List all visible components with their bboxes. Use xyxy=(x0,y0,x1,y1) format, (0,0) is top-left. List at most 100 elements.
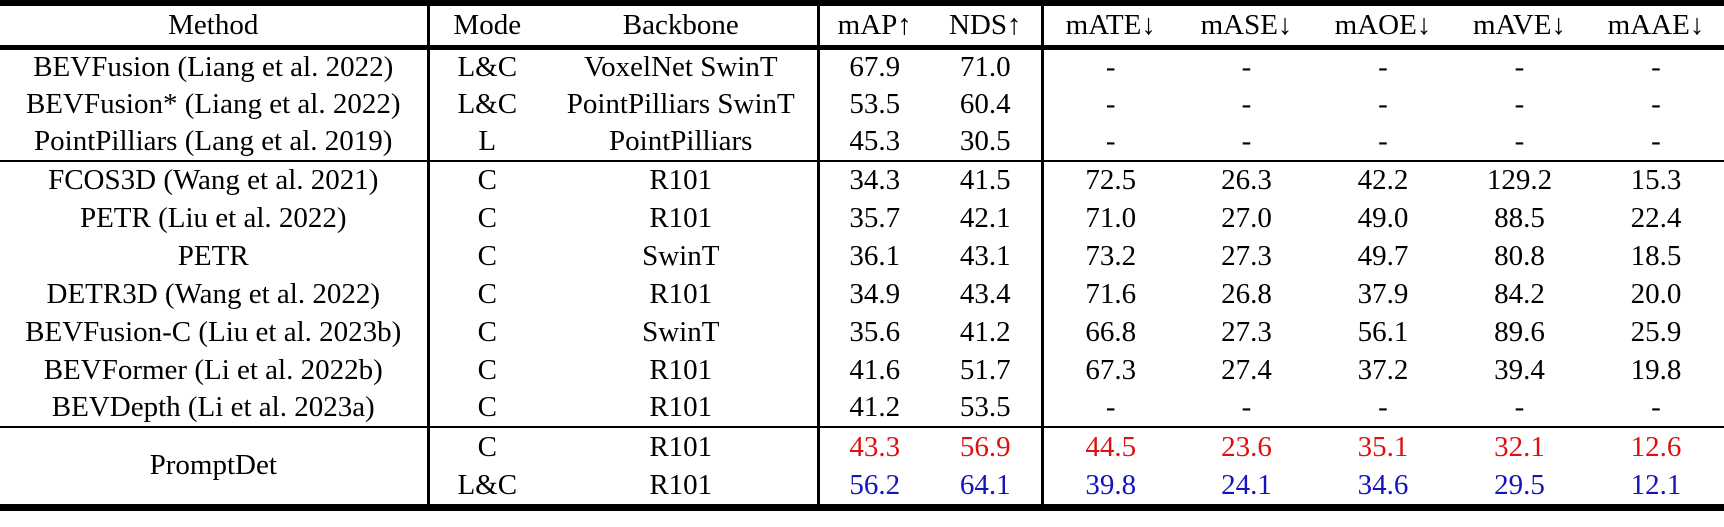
column-header-mave: mAVE↓ xyxy=(1451,3,1588,50)
cell-backbone: R101 xyxy=(545,351,820,389)
column-header-mase: mASE↓ xyxy=(1178,3,1315,50)
cell-map: 56.2 xyxy=(849,468,901,501)
cell-mave: 129.2 xyxy=(1451,160,1588,199)
cell-mate: 39.8 xyxy=(1085,468,1137,501)
cell-maoe: 34.6 xyxy=(1357,468,1409,501)
cell-method: BEVDepth (Li et al. 2023a) xyxy=(0,389,430,427)
cell-mode: C xyxy=(477,391,497,423)
column-header-maoe: mAOE↓ xyxy=(1315,3,1451,50)
cell-nds: 41.5 xyxy=(930,160,1044,199)
cell-mase: 26.8 xyxy=(1221,277,1272,310)
cell-mate: - xyxy=(1105,125,1116,157)
column-header-method: Method xyxy=(0,3,430,50)
cell-maoe: - xyxy=(1378,391,1388,423)
cell-backbone: R101 xyxy=(545,467,820,507)
table-row: BEVFusion (Liang et al. 2022) L&C VoxelNet… xyxy=(0,47,1724,85)
cell-mave: - xyxy=(1514,50,1525,83)
cell-maae: - xyxy=(1651,87,1661,120)
column-header-mode: Mode xyxy=(428,3,545,50)
column-header-nds: NDS↑ xyxy=(930,3,1044,50)
table-row: FCOS3D (Wang et al. 2021) C R101 34.3 41.5 72… xyxy=(0,160,1724,199)
cell-mate: 71.0 xyxy=(1085,201,1137,234)
cell-method: BEVFusion-C (Liu et al. 2023b) xyxy=(0,313,430,351)
cell-maoe: 42.2 xyxy=(1315,160,1451,199)
cell-mase: 23.6 xyxy=(1178,426,1315,467)
cell-nds: 42.1 xyxy=(930,199,1044,237)
cell-maoe: 37.9 xyxy=(1357,277,1409,310)
cell-mave: 29.5 xyxy=(1494,468,1545,501)
cell-mode: L&C xyxy=(457,50,518,83)
results-table: Method Mode Backbone mAP↑ NDS↑ mATE↓ mASE↓ mAOE… xyxy=(0,0,1724,511)
cell-map: 34.9 xyxy=(849,277,901,310)
cell-mase: 26.3 xyxy=(1178,160,1315,199)
cell-mode: L xyxy=(478,125,497,157)
cell-backbone: R101 xyxy=(545,160,820,199)
cell-backbone: SwinT xyxy=(545,313,820,351)
cell-mode: C xyxy=(428,160,545,199)
cell-maoe: - xyxy=(1378,87,1388,120)
cell-nds: 71.0 xyxy=(930,47,1044,85)
cell-method: PETR xyxy=(0,237,430,275)
cell-nds: 64.1 xyxy=(930,467,1044,507)
cell-mase: - xyxy=(1241,391,1252,423)
table-row: BEVFusion-C (Liu et al. 2023b) C SwinT 35.6… xyxy=(0,313,1724,351)
cell-nds: 41.2 xyxy=(930,313,1044,351)
table-header: Method Mode Backbone mAP↑ NDS↑ mATE↓ mASE↓ mAOE… xyxy=(0,3,1724,50)
cell-map: 34.3 xyxy=(818,160,930,199)
cell-mate: 72.5 xyxy=(1042,160,1178,199)
table-row: L&C R101 56.2 64.1 39.8 24.1 34.6 29.5 12.1 xyxy=(0,467,1724,507)
cell-method: PromptDet xyxy=(0,426,430,507)
cell-method: BEVFusion* (Liang et al. 2022) xyxy=(0,85,430,123)
cell-method: BEVFormer (Li et al. 2022b) xyxy=(0,351,430,389)
cell-mave: 89.6 xyxy=(1494,315,1545,348)
cell-mave: 88.5 xyxy=(1494,201,1545,234)
table-row: BEVFusion* (Liang et al. 2022) L&C PointPi… xyxy=(0,85,1724,123)
cell-maoe: 56.1 xyxy=(1357,315,1409,348)
cell-method: BEVFusion (Liang et al. 2022) xyxy=(0,47,430,85)
cell-maae: 20.0 xyxy=(1630,277,1682,310)
cell-maae: 12.6 xyxy=(1588,426,1724,467)
cell-mode: C xyxy=(477,201,497,234)
cell-maoe: 37.2 xyxy=(1357,353,1409,386)
cell-mode: C xyxy=(477,315,497,348)
column-header-backbone: Backbone xyxy=(545,3,820,50)
table-body: BEVFusion (Liang et al. 2022) L&C VoxelNet… xyxy=(0,47,1724,507)
cell-maae: - xyxy=(1651,50,1661,83)
cell-nds: 51.7 xyxy=(930,351,1044,389)
cell-map: 35.7 xyxy=(849,201,901,234)
cell-mase: - xyxy=(1241,87,1252,120)
cell-maae: 19.8 xyxy=(1630,353,1682,386)
cell-maae: 12.1 xyxy=(1630,468,1682,501)
cell-backbone: R101 xyxy=(545,275,820,313)
cell-mode: C xyxy=(477,239,497,272)
cell-method: DETR3D (Wang et al. 2022) xyxy=(0,275,430,313)
cell-mase: - xyxy=(1241,50,1252,83)
cell-backbone: SwinT xyxy=(545,237,820,275)
cell-maoe: - xyxy=(1378,50,1388,83)
cell-backbone: PointPilliars xyxy=(545,123,820,161)
cell-maoe: 49.0 xyxy=(1357,201,1409,234)
cell-map: 67.9 xyxy=(849,50,901,83)
column-header-mate: mATE↓ xyxy=(1042,3,1178,50)
table-row: PointPilliars (Lang et al. 2019) L PointPi… xyxy=(0,123,1724,161)
cell-method: PointPilliars (Lang et al. 2019) xyxy=(0,123,430,161)
cell-nds: 30.5 xyxy=(930,123,1044,161)
cell-backbone: PointPilliars SwinT xyxy=(545,85,820,123)
cell-maae: 15.3 xyxy=(1588,160,1724,199)
cell-backbone: R101 xyxy=(545,426,820,467)
cell-map: 36.1 xyxy=(849,239,901,272)
cell-mase: 27.3 xyxy=(1221,239,1272,272)
cell-mate: 73.2 xyxy=(1085,239,1137,272)
cell-mave: 80.8 xyxy=(1494,239,1545,272)
cell-mate: - xyxy=(1105,87,1116,120)
cell-maoe: - xyxy=(1378,125,1388,157)
cell-maae: - xyxy=(1651,125,1661,157)
table-row: BEVDepth (Li et al. 2023a) C R101 41.2 53.5 -… xyxy=(0,389,1724,427)
table-row: DETR3D (Wang et al. 2022) C R101 34.9 43.4 71… xyxy=(0,275,1724,313)
cell-maae: 25.9 xyxy=(1630,315,1682,348)
cell-nds: 43.1 xyxy=(930,237,1044,275)
cell-mave: - xyxy=(1514,125,1525,157)
cell-mave: 84.2 xyxy=(1494,277,1545,310)
cell-map: 53.5 xyxy=(849,87,901,120)
